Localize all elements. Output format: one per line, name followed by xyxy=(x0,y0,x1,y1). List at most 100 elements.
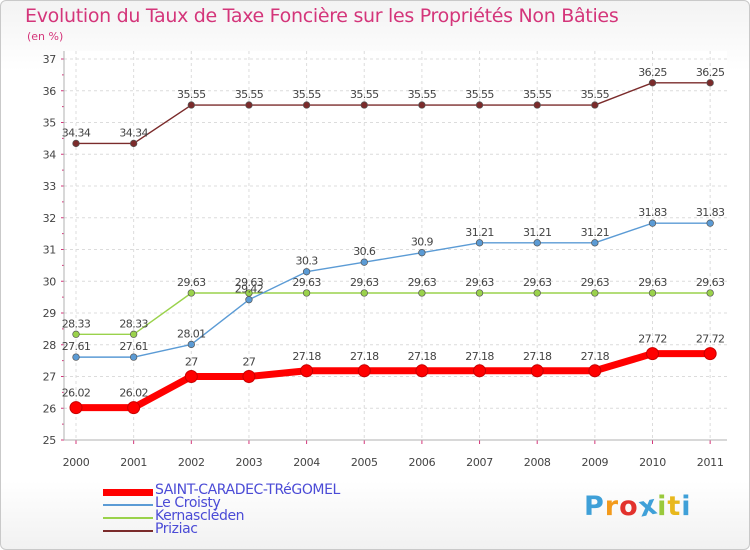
data-label: 35.55 xyxy=(581,88,610,101)
data-point xyxy=(591,289,599,297)
data-label: 26.02 xyxy=(62,387,91,400)
data-point xyxy=(129,139,138,148)
data-point xyxy=(360,289,368,297)
x-tick-label: 2010 xyxy=(639,456,666,469)
data-point xyxy=(588,364,602,378)
data-label: 26.02 xyxy=(119,387,148,400)
data-point xyxy=(187,289,195,297)
data-point xyxy=(129,353,138,361)
data-label: 31.21 xyxy=(465,226,494,239)
proxiti-logo: Proxiti xyxy=(584,489,692,523)
logo-letter: o xyxy=(619,491,639,522)
data-point xyxy=(129,330,138,338)
legend-swatch xyxy=(103,530,153,532)
data-label: 27.18 xyxy=(408,350,437,363)
data-label: 35.55 xyxy=(350,88,379,101)
legend-swatch xyxy=(103,517,153,519)
data-label: 29.42 xyxy=(235,283,264,296)
y-tick-label: 25 xyxy=(43,434,57,447)
data-point xyxy=(591,101,599,109)
series-line xyxy=(75,222,711,358)
logo-letter: P xyxy=(584,491,605,522)
data-label: 36.25 xyxy=(696,66,725,79)
data-label: 29.63 xyxy=(177,276,206,289)
data-label: 35.55 xyxy=(177,88,206,101)
legend-label: Priziac xyxy=(155,521,198,537)
data-point xyxy=(72,353,80,361)
data-point xyxy=(646,347,659,361)
data-label: 29.63 xyxy=(465,276,494,289)
data-label: 29.63 xyxy=(638,276,667,289)
data-point xyxy=(703,347,717,361)
data-point xyxy=(648,79,657,87)
data-point xyxy=(245,101,253,109)
y-tick-label: 26 xyxy=(43,402,57,415)
data-label: 27 xyxy=(185,356,198,369)
logo-letter: t xyxy=(667,491,682,522)
series-line xyxy=(75,292,711,335)
data-point xyxy=(242,370,256,383)
data-label: 29.63 xyxy=(235,276,264,289)
series-line xyxy=(72,350,714,412)
data-label: 30.6 xyxy=(353,245,376,258)
y-tick-label: 27 xyxy=(43,371,57,384)
data-label: 34.34 xyxy=(62,126,91,139)
data-label: 27.61 xyxy=(119,340,148,353)
data-label: 31.21 xyxy=(523,226,552,239)
data-label: 35.55 xyxy=(292,88,321,101)
data-point xyxy=(302,268,311,276)
data-point xyxy=(72,330,80,338)
x-tick-label: 2008 xyxy=(524,456,551,469)
data-point xyxy=(591,239,599,247)
legend-label: SAINT-CARADEC-TRéGOMEL xyxy=(155,482,340,498)
data-point xyxy=(533,101,541,109)
y-tick-label: 35 xyxy=(43,117,57,130)
data-point xyxy=(360,101,368,109)
data-label: 27.61 xyxy=(62,340,91,353)
data-point xyxy=(300,364,314,378)
data-label: 27.72 xyxy=(696,333,725,346)
plot-area xyxy=(64,51,727,440)
y-tick-label: 31 xyxy=(43,244,56,257)
data-label: 27.18 xyxy=(292,350,321,363)
data-point xyxy=(245,296,253,304)
data-label: 29.63 xyxy=(581,276,610,289)
data-label: 28.33 xyxy=(62,317,91,330)
data-label: 36.25 xyxy=(638,66,667,79)
logo-letter: i xyxy=(657,491,668,522)
data-point xyxy=(187,340,195,349)
data-point xyxy=(475,101,484,109)
y-axis-unit: (en %) xyxy=(27,30,64,43)
data-label: 29.63 xyxy=(696,276,725,289)
y-tick-label: 34 xyxy=(43,148,57,161)
data-point xyxy=(706,79,714,87)
data-label: 29.63 xyxy=(523,276,552,289)
y-tick-label: 36 xyxy=(43,85,57,98)
legend-label: Kernascléden xyxy=(155,508,245,524)
logo-letter: r xyxy=(604,491,620,522)
data-label: 27.18 xyxy=(581,350,610,363)
x-tick-label: 2006 xyxy=(409,456,436,469)
data-point xyxy=(706,289,714,297)
series-line xyxy=(75,82,711,145)
x-tick-label: 2007 xyxy=(466,456,493,469)
data-label: 34.34 xyxy=(119,126,148,139)
y-tick-label: 37 xyxy=(43,53,57,66)
data-point xyxy=(418,249,426,257)
data-label: 29.63 xyxy=(292,276,321,289)
data-point xyxy=(187,101,195,109)
data-point xyxy=(648,289,657,297)
data-label: 27.18 xyxy=(350,350,379,363)
data-point xyxy=(415,364,429,378)
data-point xyxy=(302,289,311,297)
data-label: 27.18 xyxy=(523,350,552,363)
data-label: 30.3 xyxy=(296,255,319,268)
data-label: 35.55 xyxy=(235,88,264,101)
data-label: 31.83 xyxy=(696,206,725,219)
data-point xyxy=(473,364,487,378)
data-point xyxy=(533,289,541,297)
data-label: 35.55 xyxy=(408,88,437,101)
x-tick-label: 2000 xyxy=(63,456,90,469)
